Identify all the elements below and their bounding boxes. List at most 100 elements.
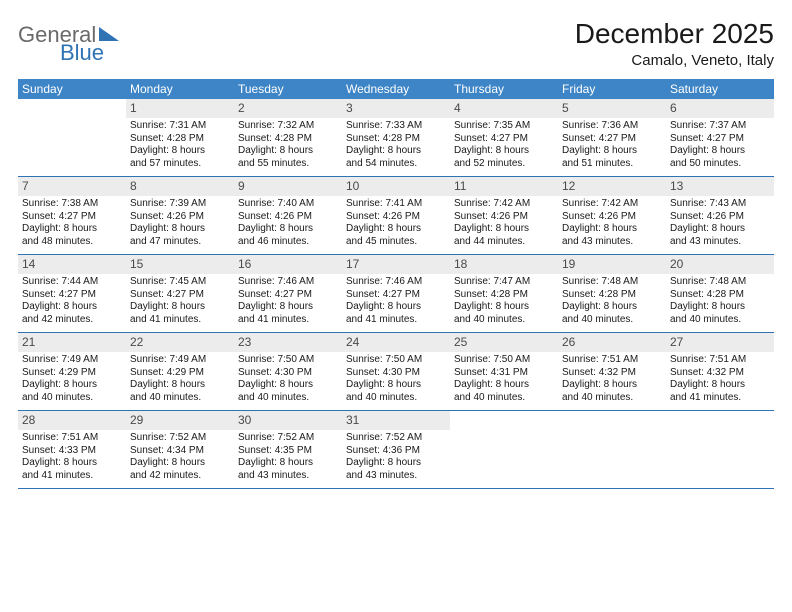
day-body: Sunrise: 7:50 AMSunset: 4:31 PMDaylight:… [450,352,558,410]
day-line: Daylight: 8 hours [238,379,338,392]
day-number: 10 [342,177,450,196]
day-line: Sunrise: 7:50 AM [346,354,446,367]
day-number: 17 [342,255,450,274]
day-line: Sunrise: 7:48 AM [670,276,770,289]
day-line: Sunset: 4:27 PM [238,289,338,302]
day-body: Sunrise: 7:48 AMSunset: 4:28 PMDaylight:… [666,274,774,332]
day-line: Sunrise: 7:52 AM [130,432,230,445]
calendar-cell: 21Sunrise: 7:49 AMSunset: 4:29 PMDayligh… [18,333,126,411]
day-line: Sunset: 4:26 PM [562,211,662,224]
day-body: Sunrise: 7:45 AMSunset: 4:27 PMDaylight:… [126,274,234,332]
day-line: and 40 minutes. [562,314,662,327]
day-line: Sunrise: 7:49 AM [22,354,122,367]
day-line: and 45 minutes. [346,236,446,249]
calendar-cell: 26Sunrise: 7:51 AMSunset: 4:32 PMDayligh… [558,333,666,411]
day-line: and 40 minutes. [562,392,662,405]
page: General Blue December 2025 Camalo, Venet… [0,0,792,489]
day-line: and 44 minutes. [454,236,554,249]
calendar-cell: 13Sunrise: 7:43 AMSunset: 4:26 PMDayligh… [666,177,774,255]
day-body: Sunrise: 7:49 AMSunset: 4:29 PMDaylight:… [126,352,234,410]
calendar-table: SundayMondayTuesdayWednesdayThursdayFrid… [18,79,774,489]
day-number: 13 [666,177,774,196]
day-line: Sunset: 4:28 PM [562,289,662,302]
day-number: 28 [18,411,126,430]
day-body: Sunrise: 7:51 AMSunset: 4:32 PMDaylight:… [558,352,666,410]
day-number: 31 [342,411,450,430]
day-number: 14 [18,255,126,274]
weekday-header: Saturday [666,79,774,99]
day-body: Sunrise: 7:46 AMSunset: 4:27 PMDaylight:… [234,274,342,332]
day-line: Sunrise: 7:36 AM [562,120,662,133]
day-body: Sunrise: 7:47 AMSunset: 4:28 PMDaylight:… [450,274,558,332]
calendar-cell: 3Sunrise: 7:33 AMSunset: 4:28 PMDaylight… [342,99,450,177]
calendar-week: 7Sunrise: 7:38 AMSunset: 4:27 PMDaylight… [18,177,774,255]
day-number: 7 [18,177,126,196]
day-line: Sunset: 4:29 PM [130,367,230,380]
day-number: 9 [234,177,342,196]
day-line: Sunset: 4:28 PM [454,289,554,302]
day-line: Sunset: 4:27 PM [22,289,122,302]
calendar-cell: 23Sunrise: 7:50 AMSunset: 4:30 PMDayligh… [234,333,342,411]
day-line: Daylight: 8 hours [346,457,446,470]
calendar-cell [558,411,666,489]
calendar-cell: 19Sunrise: 7:48 AMSunset: 4:28 PMDayligh… [558,255,666,333]
day-line: Daylight: 8 hours [670,301,770,314]
logo: General Blue [18,22,119,48]
day-line: Sunset: 4:27 PM [454,133,554,146]
day-line: and 40 minutes. [238,392,338,405]
day-line: Sunset: 4:27 PM [22,211,122,224]
day-number [450,411,558,430]
day-line: Sunset: 4:32 PM [562,367,662,380]
day-number: 22 [126,333,234,352]
calendar-cell: 27Sunrise: 7:51 AMSunset: 4:32 PMDayligh… [666,333,774,411]
day-body: Sunrise: 7:38 AMSunset: 4:27 PMDaylight:… [18,196,126,254]
calendar-cell: 1Sunrise: 7:31 AMSunset: 4:28 PMDaylight… [126,99,234,177]
calendar-cell [666,411,774,489]
day-line: and 42 minutes. [22,314,122,327]
day-number: 1 [126,99,234,118]
day-number: 12 [558,177,666,196]
day-body: Sunrise: 7:36 AMSunset: 4:27 PMDaylight:… [558,118,666,176]
day-number: 23 [234,333,342,352]
day-number: 4 [450,99,558,118]
calendar-cell: 28Sunrise: 7:51 AMSunset: 4:33 PMDayligh… [18,411,126,489]
day-line: Daylight: 8 hours [562,223,662,236]
day-line: Daylight: 8 hours [22,301,122,314]
day-line: Sunrise: 7:35 AM [454,120,554,133]
day-line: Daylight: 8 hours [454,223,554,236]
day-body: Sunrise: 7:31 AMSunset: 4:28 PMDaylight:… [126,118,234,176]
day-line: Sunrise: 7:52 AM [238,432,338,445]
day-line: and 43 minutes. [562,236,662,249]
day-line: Daylight: 8 hours [130,379,230,392]
day-number: 16 [234,255,342,274]
day-line: Daylight: 8 hours [22,223,122,236]
day-line: Sunrise: 7:33 AM [346,120,446,133]
day-line: Daylight: 8 hours [238,223,338,236]
weekday-header: Friday [558,79,666,99]
day-line: Daylight: 8 hours [346,223,446,236]
day-line: Daylight: 8 hours [238,301,338,314]
weekday-header: Wednesday [342,79,450,99]
calendar-cell: 29Sunrise: 7:52 AMSunset: 4:34 PMDayligh… [126,411,234,489]
day-body: Sunrise: 7:50 AMSunset: 4:30 PMDaylight:… [342,352,450,410]
day-line: Sunset: 4:34 PM [130,445,230,458]
calendar-cell: 9Sunrise: 7:40 AMSunset: 4:26 PMDaylight… [234,177,342,255]
day-body: Sunrise: 7:37 AMSunset: 4:27 PMDaylight:… [666,118,774,176]
day-line: and 55 minutes. [238,158,338,171]
day-line: Daylight: 8 hours [346,379,446,392]
calendar-cell: 7Sunrise: 7:38 AMSunset: 4:27 PMDaylight… [18,177,126,255]
weekday-header: Thursday [450,79,558,99]
day-line: Daylight: 8 hours [346,145,446,158]
weekday-header: Monday [126,79,234,99]
day-line: and 42 minutes. [130,470,230,483]
day-body [558,430,666,482]
day-line: Sunset: 4:33 PM [22,445,122,458]
day-line: Daylight: 8 hours [562,145,662,158]
day-line: Sunrise: 7:39 AM [130,198,230,211]
day-line: Sunset: 4:31 PM [454,367,554,380]
day-body: Sunrise: 7:49 AMSunset: 4:29 PMDaylight:… [18,352,126,410]
day-body: Sunrise: 7:40 AMSunset: 4:26 PMDaylight:… [234,196,342,254]
day-number: 18 [450,255,558,274]
day-line: and 57 minutes. [130,158,230,171]
day-number: 11 [450,177,558,196]
